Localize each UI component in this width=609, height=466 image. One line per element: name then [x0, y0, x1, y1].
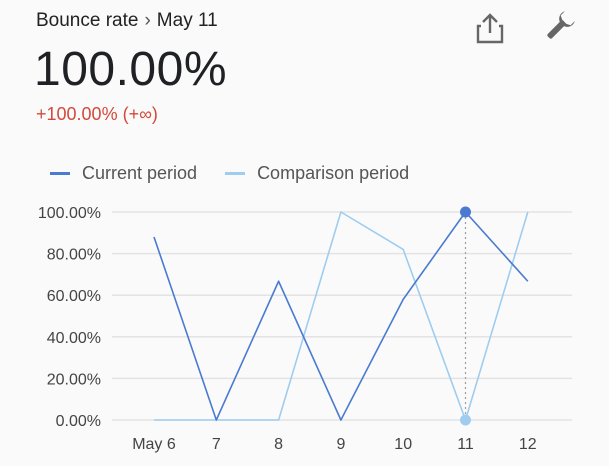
chart-legend: Current period Comparison period: [50, 163, 409, 184]
series-line-comparison: [154, 211, 529, 421]
change-indicator: +100.00% (+∞): [36, 104, 158, 124]
metric-name: Bounce rate: [36, 10, 139, 31]
breadcrumb-separator: ›: [144, 10, 151, 31]
selected-date: May 11: [156, 10, 218, 31]
y-tick-label: 80.00%: [47, 247, 101, 264]
x-tick-label: 11: [457, 436, 474, 453]
x-tick-label: May 6: [132, 436, 176, 453]
y-tick-label: 100.00%: [38, 205, 101, 222]
legend-swatch-current: [50, 172, 70, 175]
metric-value: 100.00%: [34, 43, 227, 96]
x-tick-label: 8: [274, 436, 283, 453]
x-tick-label: 9: [336, 436, 345, 453]
y-tick-label: 60.00%: [47, 288, 101, 305]
y-tick-label: 0.00%: [56, 413, 101, 430]
settings-button[interactable]: [540, 6, 580, 46]
share-button[interactable]: [470, 8, 510, 48]
legend-swatch-comparison: [225, 172, 246, 175]
x-tick-label: 7: [212, 436, 221, 453]
x-tick-label: 12: [519, 436, 537, 453]
wrench-icon: [547, 11, 575, 39]
legend-label-comparison: Comparison period: [257, 163, 410, 183]
y-tick-label: 40.00%: [47, 330, 101, 347]
legend-comparison[interactable]: Comparison period: [225, 163, 409, 184]
legend-current[interactable]: Current period: [50, 163, 197, 184]
legend-label-current: Current period: [82, 163, 198, 183]
highlight-point-comparison: [460, 414, 471, 426]
series-line-current: [153, 211, 529, 421]
y-tick-label: 20.00%: [47, 371, 101, 388]
share-icon: [476, 13, 504, 44]
breadcrumb: Bounce rate › May 11: [36, 10, 218, 32]
x-tick-label: 10: [394, 436, 412, 453]
highlight-point-current: [460, 206, 471, 218]
